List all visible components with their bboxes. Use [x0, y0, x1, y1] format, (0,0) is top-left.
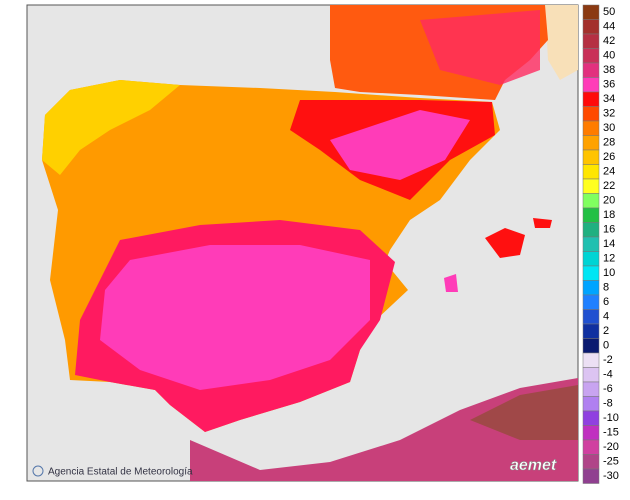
legend-swatch: [582, 338, 600, 354]
legend-label: -10: [603, 412, 619, 424]
legend-label: 36: [603, 79, 615, 91]
legend-swatch: [582, 425, 600, 441]
legend-label: -8: [603, 398, 613, 410]
legend-swatch: [582, 120, 600, 136]
legend-label: 34: [603, 93, 615, 105]
hot-france: [420, 10, 540, 85]
legend-swatch: [582, 410, 600, 426]
legend-label: -30: [603, 470, 619, 482]
hot-atlas: [470, 385, 578, 440]
legend-label: -4: [603, 369, 613, 381]
cool-northwest: [42, 80, 180, 175]
legend-label: 16: [603, 224, 615, 236]
legend-swatch: [582, 164, 600, 180]
legend-label: 14: [603, 238, 615, 250]
logo-text: aemet: [510, 457, 557, 474]
legend-label: 26: [603, 151, 615, 163]
legend-swatch: [582, 236, 600, 252]
legend-swatch: [582, 62, 600, 78]
legend-swatch: [582, 367, 600, 383]
legend-label: 32: [603, 108, 615, 120]
legend-swatch: [582, 222, 600, 238]
legend-label: -25: [603, 456, 619, 468]
legend-label: -6: [603, 383, 613, 395]
legend-swatch: [582, 439, 600, 455]
legend-swatch: [582, 178, 600, 194]
legend-swatch: [582, 294, 600, 310]
land-italy: [545, 5, 578, 80]
legend-label: 2: [603, 325, 609, 337]
legend-swatch: [582, 149, 600, 165]
legend-label: 24: [603, 166, 615, 178]
legend-label: 50: [603, 6, 615, 18]
island-menorca: [533, 218, 552, 228]
legend-label: 40: [603, 50, 615, 62]
legend-label: 38: [603, 64, 615, 76]
legend-swatch: [582, 77, 600, 93]
credit-text: Agencia Estatal de Meteorología: [48, 467, 193, 478]
legend-label: 42: [603, 35, 615, 47]
legend-swatch: [582, 309, 600, 325]
legend-swatch: [582, 91, 600, 107]
legend-label: -2: [603, 354, 613, 366]
legend-swatch: [582, 323, 600, 339]
legend-label: 20: [603, 195, 615, 207]
legend-swatch: [582, 280, 600, 296]
copyright-icon: [32, 465, 44, 477]
legend-label: 12: [603, 253, 615, 265]
legend-swatch: [582, 396, 600, 412]
legend-swatch: [582, 381, 600, 397]
legend-label: 8: [603, 282, 609, 294]
legend-label: -20: [603, 441, 619, 453]
legend-label: 30: [603, 122, 615, 134]
legend-swatch: [582, 265, 600, 281]
legend-label: 6: [603, 296, 609, 308]
very-hot-ebro: [330, 110, 470, 180]
legend-swatch: [582, 48, 600, 64]
legend-swatch: [582, 19, 600, 35]
legend-label: 0: [603, 340, 609, 352]
legend-swatch: [582, 468, 600, 484]
legend-swatch: [582, 193, 600, 209]
legend-swatch: [582, 352, 600, 368]
legend-label: 18: [603, 209, 615, 221]
legend-label: 44: [603, 21, 615, 33]
legend-label: 4: [603, 311, 609, 323]
legend-label: 10: [603, 267, 615, 279]
legend-swatch: [582, 207, 600, 223]
island-ibiza: [444, 274, 458, 292]
island-mallorca: [485, 228, 525, 258]
legend-swatch: [582, 4, 600, 20]
legend-swatch: [582, 106, 600, 122]
legend-label: -15: [603, 427, 619, 439]
legend-label: 28: [603, 137, 615, 149]
legend: 5044424038363432302826242220181614121086…: [582, 4, 619, 484]
legend-label: 22: [603, 180, 615, 192]
legend-swatch: [582, 251, 600, 267]
land-africa: [190, 378, 578, 481]
legend-swatch: [582, 135, 600, 151]
very-hot-south: [100, 245, 370, 390]
legend-swatch: [582, 33, 600, 49]
legend-swatch: [582, 454, 600, 470]
